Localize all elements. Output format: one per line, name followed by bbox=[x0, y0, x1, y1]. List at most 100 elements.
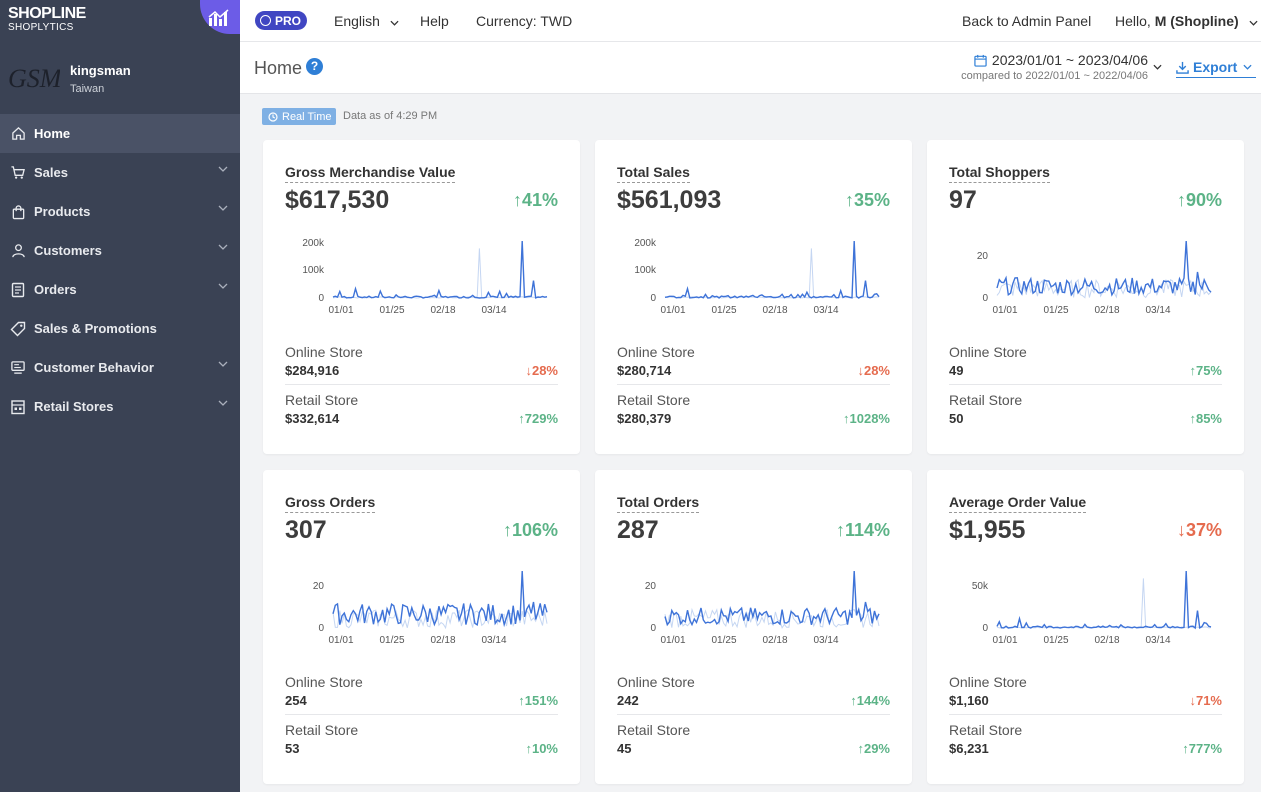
online-store-change-value: 144% bbox=[856, 693, 890, 708]
retail-store-label: Retail Store bbox=[617, 722, 691, 738]
chevron-down-icon bbox=[218, 244, 228, 250]
x-tick-label: 01/25 bbox=[1043, 305, 1068, 316]
sidebar-item-products[interactable]: Products bbox=[0, 192, 240, 231]
pro-label: PRO bbox=[275, 13, 302, 28]
divider bbox=[285, 384, 558, 385]
sidebar-item-customers[interactable]: Customers bbox=[0, 231, 240, 270]
analytics-corner[interactable] bbox=[200, 0, 240, 34]
y-tick-label: 0 bbox=[982, 623, 988, 634]
question-icon[interactable]: ? bbox=[306, 58, 323, 75]
data-as-of: Data as of 4:29 PM bbox=[343, 110, 438, 122]
y-tick-label: 20 bbox=[977, 251, 989, 262]
shopline-logo[interactable]: SHOPLINE SHOPLYTICS bbox=[8, 6, 86, 33]
arrow-down-icon: ↓ bbox=[525, 363, 532, 378]
sidebar-item-label: Customers bbox=[34, 243, 102, 258]
sidebar-item-home[interactable]: Home bbox=[0, 114, 240, 153]
page-title: Home bbox=[254, 58, 303, 78]
chevron-down-icon bbox=[218, 283, 228, 289]
total-orders-card[interactable]: Total Orders 287 ↑114% Online Store 242 ↑144%… bbox=[595, 470, 912, 784]
sidebar-item-label: Sales & Promotions bbox=[34, 321, 157, 336]
brand-area: SHOPLINE SHOPLYTICS bbox=[0, 0, 240, 42]
sparkline-chart[interactable]: 20 0 01/01 01/25 02/18 03/14 bbox=[285, 558, 558, 648]
divider bbox=[285, 714, 558, 715]
x-tick-label: 01/01 bbox=[992, 305, 1017, 316]
y-tick-label: 0 bbox=[650, 293, 656, 304]
online-store-value: $280,714 bbox=[617, 363, 672, 378]
pro-badge[interactable]: PRO bbox=[255, 11, 307, 30]
store-region: Taiwan bbox=[70, 83, 105, 95]
current-series-line bbox=[664, 570, 880, 627]
download-icon bbox=[1176, 61, 1189, 74]
card-title[interactable]: Gross Merchandise Value bbox=[285, 164, 456, 183]
card-change: ↓37% bbox=[1177, 520, 1222, 541]
online-store-label: Online Store bbox=[285, 344, 363, 360]
sidebar-item-retail-stores[interactable]: Retail Stores bbox=[0, 387, 240, 426]
y-tick-label: 0 bbox=[982, 293, 988, 304]
user-menu[interactable]: Hello, M (Shopline) bbox=[1115, 13, 1258, 29]
home-icon bbox=[10, 126, 26, 142]
card-title[interactable]: Total Sales bbox=[617, 164, 690, 183]
card-title[interactable]: Gross Orders bbox=[285, 494, 376, 513]
arrow-up-icon: ↑ bbox=[525, 741, 532, 756]
sparkline-chart[interactable]: 200k 100k 0 01/01 01/25 02/18 03/14 bbox=[617, 228, 890, 318]
sidebar-item-sales[interactable]: Sales bbox=[0, 153, 240, 192]
card-title[interactable]: Average Order Value bbox=[949, 494, 1087, 513]
top-bar: PRO English Help Currency: TWD Back to A… bbox=[240, 0, 1261, 42]
divider bbox=[617, 384, 890, 385]
retail-store-change-value: 10% bbox=[531, 741, 558, 756]
online-store-change-value: 71% bbox=[1195, 693, 1222, 708]
online-store-change-value: 28% bbox=[531, 363, 558, 378]
arrow-up-icon: ↑ bbox=[518, 411, 525, 426]
card-change-value: 35% bbox=[853, 190, 890, 210]
arrow-up-icon: ↑ bbox=[502, 520, 512, 540]
chevron-down-icon bbox=[1243, 64, 1252, 70]
card-title[interactable]: Total Shoppers bbox=[949, 164, 1050, 183]
x-tick-label: 03/14 bbox=[481, 305, 506, 316]
total-sales-card[interactable]: Total Sales $561,093 ↑35% Online Store $280,… bbox=[595, 140, 912, 454]
current-series-line bbox=[996, 240, 1212, 297]
retail-store-label: Retail Store bbox=[949, 392, 1023, 408]
current-series-line bbox=[996, 570, 1212, 630]
gmv-card[interactable]: Gross Merchandise Value $617,530 ↑41% Onlin… bbox=[263, 140, 580, 454]
brand-line1: SHOPLINE bbox=[8, 5, 86, 22]
sidebar-nav: Home Sales Products Customers Orders Sal… bbox=[0, 114, 240, 426]
sparkline-chart[interactable]: 20 0 01/01 01/25 02/18 03/14 bbox=[617, 558, 890, 648]
back-to-admin-link[interactable]: Back to Admin Panel bbox=[962, 13, 1092, 29]
date-range-picker[interactable]: 2023/01/01 ~ 2023/04/06 bbox=[991, 52, 1148, 68]
sidebar-item-orders[interactable]: Orders bbox=[0, 270, 240, 309]
retail-store-change-value: 777% bbox=[1188, 741, 1222, 756]
aov-card[interactable]: Average Order Value $1,955 ↓37% Online Stor… bbox=[927, 470, 1244, 784]
sparkline-chart[interactable]: 50k 0 01/01 01/25 02/18 03/14 bbox=[949, 558, 1222, 648]
export-button[interactable]: Export bbox=[1176, 59, 1257, 78]
online-store-change-value: 75% bbox=[1195, 363, 1222, 378]
greeting-text: Hello, bbox=[1115, 13, 1151, 29]
x-tick-label: 01/25 bbox=[379, 635, 404, 646]
x-tick-label: 02/18 bbox=[762, 305, 787, 316]
arrow-up-icon: ↑ bbox=[857, 741, 864, 756]
retail-store-change-value: 85% bbox=[1195, 411, 1222, 426]
comparison-series-line bbox=[664, 248, 880, 299]
sparkline-chart[interactable]: 20 0 01/01 01/25 02/18 03/14 bbox=[949, 228, 1222, 318]
calendar-icon bbox=[974, 54, 987, 67]
clock-icon bbox=[268, 111, 278, 122]
card-value: 307 bbox=[285, 516, 327, 544]
currency-label: Currency: TWD bbox=[476, 13, 573, 29]
language-select[interactable]: English bbox=[334, 13, 399, 29]
gross-orders-card[interactable]: Gross Orders 307 ↑106% Online Store 254 ↑151%… bbox=[263, 470, 580, 784]
help-link[interactable]: Help bbox=[420, 13, 449, 29]
retail-store-change: ↑777% bbox=[1182, 741, 1222, 756]
language-label: English bbox=[334, 13, 380, 29]
x-tick-label: 02/18 bbox=[430, 305, 455, 316]
card-change-value: 90% bbox=[1185, 190, 1222, 210]
retail-store-value: 50 bbox=[949, 411, 964, 426]
card-title[interactable]: Total Orders bbox=[617, 494, 700, 513]
chevron-down-icon[interactable] bbox=[1153, 64, 1162, 70]
online-store-label: Online Store bbox=[949, 674, 1027, 690]
sidebar-item-sales-promotions[interactable]: Sales & Promotions bbox=[0, 309, 240, 348]
sidebar-item-label: Customer Behavior bbox=[34, 360, 154, 375]
sparkline-chart[interactable]: 200k 100k 0 01/01 01/25 02/18 03/14 bbox=[285, 228, 558, 318]
sidebar-item-customer-behavior[interactable]: Customer Behavior bbox=[0, 348, 240, 387]
total-shoppers-card[interactable]: Total Shoppers 97 ↑90% Online Store 49 ↑75% Re… bbox=[927, 140, 1244, 454]
arrow-up-icon: ↑ bbox=[850, 693, 857, 708]
x-tick-label: 01/01 bbox=[660, 635, 685, 646]
